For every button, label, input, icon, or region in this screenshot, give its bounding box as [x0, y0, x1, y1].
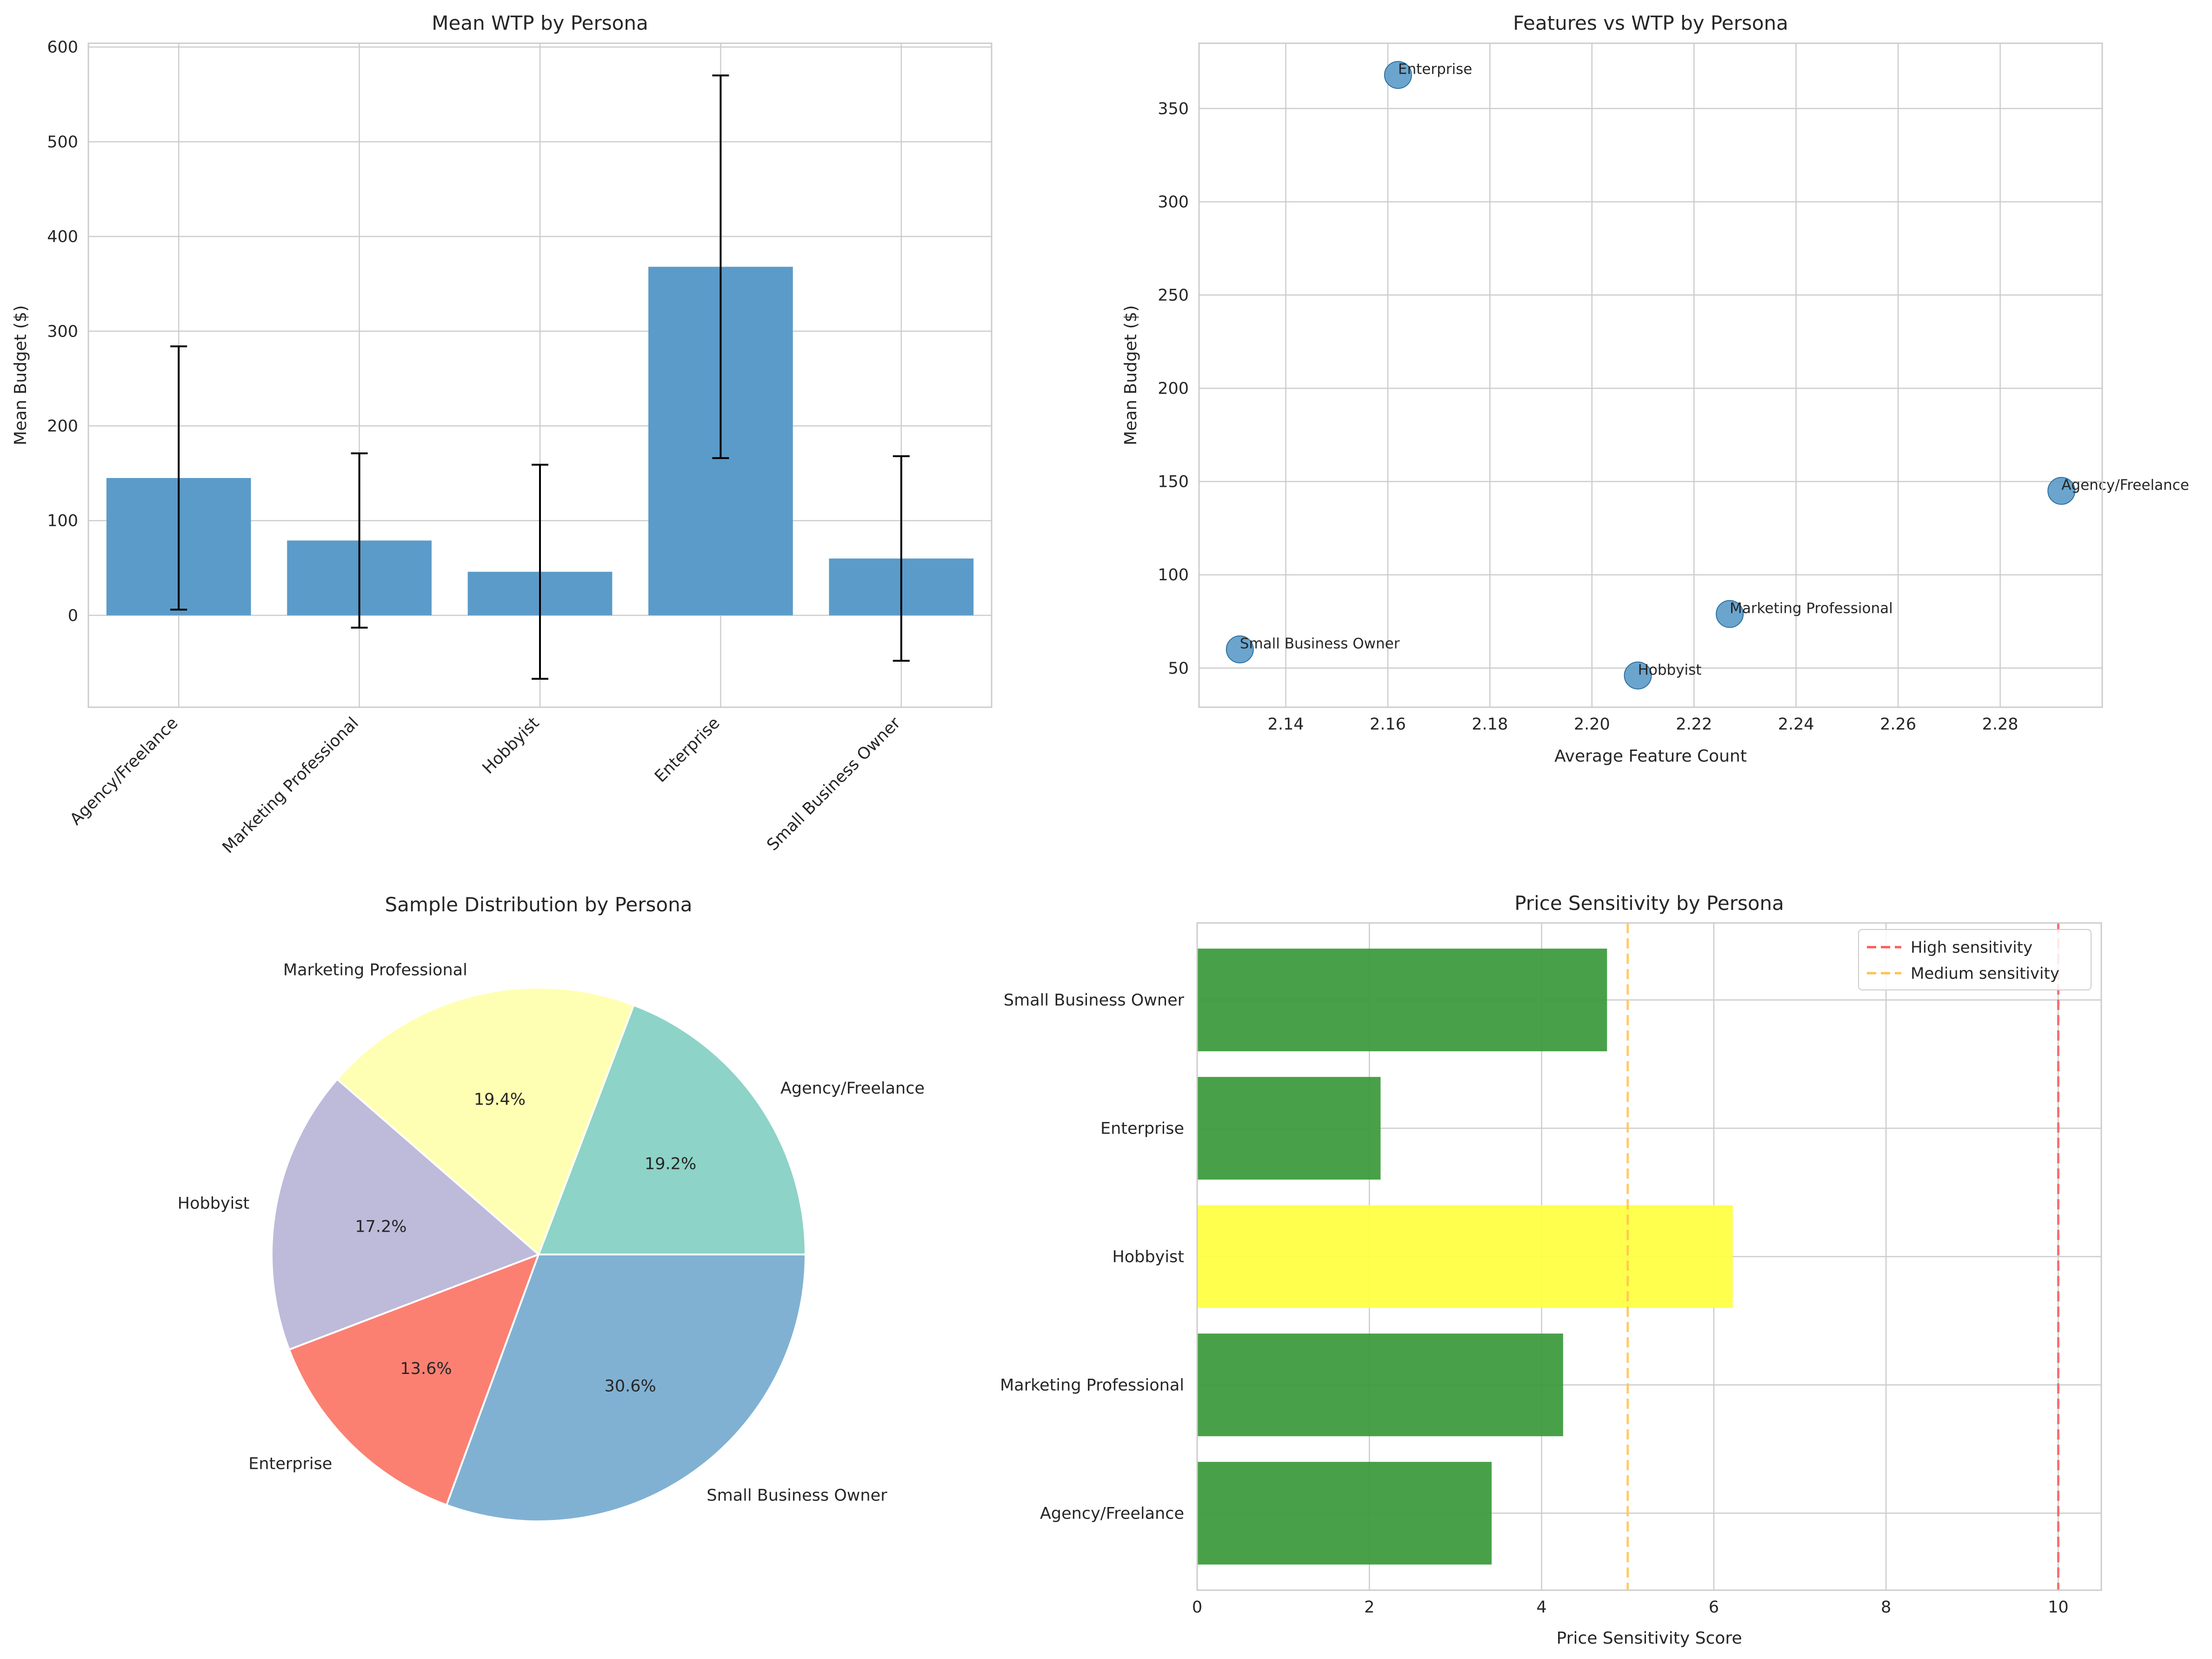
scatter-point — [1624, 661, 1652, 690]
bar-chart-ylabel: Mean Budget ($) — [11, 305, 30, 445]
pie-title: Sample Distribution by Persona — [385, 893, 693, 916]
y-tick-label: 400 — [47, 228, 78, 246]
pie-slice — [271, 1078, 540, 1351]
y-tick-label: 0 — [68, 606, 78, 625]
pie-percent-label: 19.2% — [645, 1155, 696, 1174]
scatter-title: Features vs WTP by Persona — [1513, 12, 1788, 34]
x-tick-label: 8 — [1881, 1598, 1891, 1617]
features-vs-wtp-scatter: Agency/Freelance Marketing Professional Ho… — [1121, 12, 2189, 766]
scatter-ylabel: Mean Budget ($) — [1121, 305, 1140, 445]
x-tick-label: 2 — [1364, 1598, 1374, 1617]
hbar — [1197, 1334, 1563, 1436]
y-tick-label: 100 — [1158, 566, 1189, 584]
y-tick-label: Enterprise — [1100, 1120, 1184, 1138]
pie-percent-label: 17.2% — [355, 1218, 406, 1236]
y-tick-label: Hobbyist — [1112, 1248, 1184, 1267]
legend-label: Medium sensitivity — [1911, 964, 2059, 983]
sample-distribution-pie: 19.2% Agency/Freelance 19.4% Marketing Prof… — [178, 893, 925, 1522]
legend: High sensitivity Medium sensitivity — [1858, 929, 2092, 990]
hbar-title: Price Sensitivity by Persona — [1514, 892, 1784, 915]
hbar — [1197, 1077, 1381, 1180]
scatter-point — [2047, 477, 2076, 505]
x-tick-label: 0 — [1192, 1598, 1202, 1617]
price-sensitivity-hbar-chart: 0 2 4 6 8 10 Agency/Freelance Marketing Profess… — [1000, 892, 2102, 1648]
x-tick-label: 10 — [2048, 1598, 2069, 1617]
legend-box — [1858, 929, 2092, 990]
x-tick-label: 2.26 — [1880, 715, 1916, 734]
hbar — [1197, 1462, 1492, 1565]
y-tick-label: 300 — [1158, 193, 1189, 212]
hbar-xlabel: Price Sensitivity Score — [1557, 1629, 1742, 1648]
scatter-point — [1716, 600, 1744, 628]
pie-percent-label: 19.4% — [474, 1090, 526, 1109]
x-tick-label: 2.22 — [1676, 715, 1712, 734]
hbar — [1197, 1205, 1733, 1308]
x-tick-label: 2.14 — [1268, 715, 1304, 734]
pie-slice — [537, 1004, 807, 1255]
hbar — [1197, 949, 1607, 1051]
pie-slice-label: Agency/Freelance — [780, 1079, 925, 1098]
legend-label: High sensitivity — [1911, 938, 2032, 957]
pie-slice — [288, 1253, 540, 1506]
x-tick-label: 2.24 — [1778, 715, 1814, 734]
point-label: Enterprise — [1398, 61, 1472, 78]
y-tick-label: Agency/Freelance — [1040, 1504, 1184, 1523]
y-tick-label: 100 — [47, 512, 78, 531]
x-tick-label: 2.16 — [1370, 715, 1406, 734]
y-tick-label: 200 — [47, 417, 78, 436]
pie-percent-label: 13.6% — [400, 1360, 452, 1378]
x-tick-label: 2.20 — [1574, 715, 1610, 734]
y-tick-label: 250 — [1158, 286, 1189, 305]
pie-slice-label: Small Business Owner — [706, 1486, 887, 1505]
y-tick-label: 150 — [1158, 473, 1189, 491]
scatter-xlabel: Average Feature Count — [1554, 747, 1747, 766]
y-tick-label: 350 — [1158, 100, 1189, 118]
scatter-point — [1226, 635, 1254, 664]
bar-chart-title: Mean WTP by Persona — [432, 12, 648, 34]
y-tick-label: 50 — [1168, 659, 1189, 678]
y-tick-label: 300 — [47, 322, 78, 341]
point-label: Small Business Owner — [1240, 636, 1400, 652]
x-tick-label: 4 — [1536, 1598, 1546, 1617]
y-tick-label: 200 — [1158, 379, 1189, 398]
x-tick-label: 2.18 — [1472, 715, 1508, 734]
pie-slice-label: Hobbyist — [178, 1194, 250, 1213]
y-tick-label: Small Business Owner — [1004, 991, 1185, 1010]
pie-slice-label: Enterprise — [248, 1454, 332, 1473]
y-tick-label: 600 — [47, 38, 78, 57]
pie-percent-label: 30.6% — [605, 1377, 656, 1395]
pie-slice-label: Marketing Professional — [283, 961, 467, 979]
pie-slice — [336, 987, 635, 1256]
y-tick-label: 500 — [47, 133, 78, 152]
scatter-point — [1384, 61, 1412, 89]
point-label: Agency/Freelance — [2061, 477, 2189, 494]
x-tick-label: 6 — [1709, 1598, 1719, 1617]
y-tick-label: Marketing Professional — [1000, 1376, 1184, 1394]
x-tick-label: 2.28 — [1982, 715, 2019, 734]
pie-slice — [445, 1254, 807, 1522]
point-label: Hobbyist — [1638, 662, 1702, 678]
point-label: Marketing Professional — [1730, 600, 1893, 617]
